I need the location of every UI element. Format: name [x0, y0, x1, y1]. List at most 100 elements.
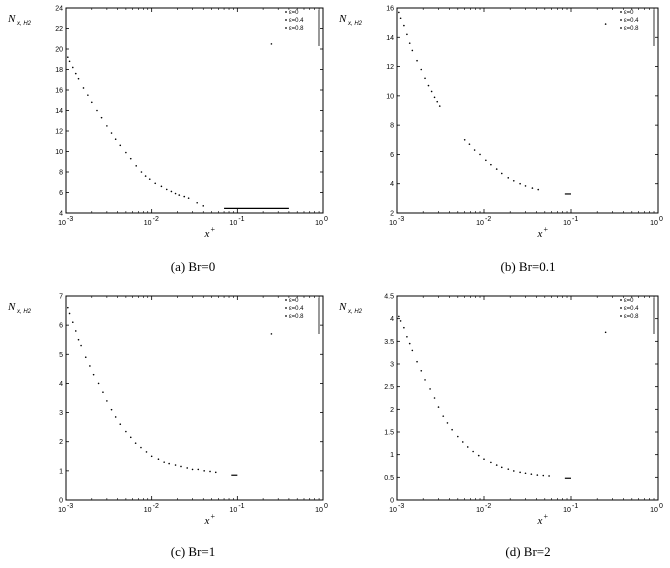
data-point: [512, 179, 515, 182]
data-point: [102, 391, 104, 393]
data-point: [119, 144, 122, 147]
y-tick-label: 22: [55, 26, 63, 33]
x-tick-label: 10: [58, 507, 66, 514]
y-tick-label: 18: [55, 67, 63, 74]
data-point: [100, 116, 103, 119]
data-point: [424, 77, 426, 80]
x-tick-label: 10: [229, 507, 237, 514]
data-point: [408, 342, 411, 345]
data-point: [196, 201, 198, 204]
data-point: [466, 446, 469, 448]
x-axis-label-superscript: +: [544, 225, 549, 234]
x-axis-label-superscript: +: [211, 225, 216, 234]
data-point: [537, 188, 540, 191]
data-series: [398, 315, 550, 477]
x-tick-exponent: -2: [153, 216, 159, 223]
legend-marker: [620, 299, 622, 301]
data-point: [451, 428, 453, 431]
data-point: [92, 373, 95, 376]
data-point: [446, 422, 449, 424]
data-point: [178, 194, 181, 196]
x-tick-label: 10: [58, 220, 66, 227]
data-point: [500, 172, 503, 175]
data-point: [472, 450, 474, 453]
data-point: [90, 101, 93, 104]
data-point: [406, 336, 408, 338]
y-tick-label: 2: [59, 439, 63, 446]
data-point: [468, 143, 471, 145]
y-axis-label-subscript: x, H2: [347, 21, 363, 27]
plot-frame: [65, 7, 324, 214]
data-point: [531, 187, 534, 189]
panel-caption: (d) Br=2: [505, 544, 550, 559]
legend-entry: ε=0: [289, 298, 299, 304]
y-tick-label: 14: [55, 108, 63, 115]
x-axis-label: x: [537, 515, 543, 527]
data-point: [433, 397, 436, 399]
data-point: [140, 171, 143, 173]
y-tick-label: 20: [55, 47, 63, 54]
legend-entry: ε=0.8: [624, 314, 639, 320]
data-point: [461, 441, 464, 443]
data-point: [490, 461, 492, 464]
data-point: [82, 87, 85, 89]
y-tick-label: 12: [386, 64, 394, 71]
y-tick-label: 16: [386, 6, 394, 13]
data-point: [71, 321, 74, 324]
legend-marker: [620, 19, 622, 21]
data-point: [507, 177, 510, 179]
x-tick-label: 10: [389, 220, 397, 227]
legend-marker: [285, 27, 287, 29]
x-tick-label: 10: [389, 507, 397, 514]
data-point: [187, 197, 190, 199]
y-tick-label: 1: [59, 468, 63, 475]
x-tick-exponent: -2: [485, 503, 491, 510]
data-point: [436, 100, 439, 103]
data-point: [463, 138, 466, 141]
data-point: [203, 470, 205, 472]
data-point: [186, 467, 189, 469]
y-tick-label: 4: [59, 211, 63, 218]
y-tick-label: 5: [59, 352, 63, 359]
x-axis-label-superscript: +: [544, 512, 549, 521]
data-point: [174, 464, 177, 466]
legend-entry: ε=0.4: [624, 18, 639, 24]
data-point: [145, 451, 148, 453]
data-point: [129, 157, 132, 160]
y-tick-label: 12: [55, 129, 63, 136]
data-point: [170, 190, 173, 193]
x-tick-label: 10: [476, 507, 484, 514]
y-tick-label: 14: [386, 35, 394, 42]
data-point: [512, 470, 515, 472]
y-tick-label: 8: [390, 123, 394, 130]
legend-entry: ε=0: [624, 298, 634, 304]
x-axis-label: x: [204, 515, 210, 527]
x-tick-exponent: -3: [67, 216, 73, 223]
data-point: [399, 320, 402, 322]
data-point: [473, 149, 476, 151]
data-point: [495, 464, 498, 466]
y-tick-label: 3.5: [384, 339, 394, 346]
data-point: [168, 462, 170, 465]
y-tick-label: 4: [390, 316, 394, 323]
data-point: [180, 465, 182, 468]
data-point: [548, 475, 550, 477]
data-point: [125, 151, 127, 154]
data-point: [416, 59, 418, 62]
data-point: [430, 90, 433, 93]
data-point: [77, 77, 80, 80]
x-tick-label: 10: [476, 220, 484, 227]
x-tick-exponent: -1: [572, 503, 578, 510]
y-tick-label: 10: [386, 93, 394, 100]
x-tick-label: 10: [650, 507, 658, 514]
data-point: [150, 455, 153, 458]
y-axis-label-subscript: x, H2: [347, 309, 363, 315]
legend: ε=0 ε=0.4 ε=0.8: [285, 10, 320, 46]
data-point: [536, 474, 539, 476]
data-point: [140, 446, 142, 449]
data-point: [110, 132, 113, 134]
y-tick-label: 0.5: [384, 475, 394, 482]
